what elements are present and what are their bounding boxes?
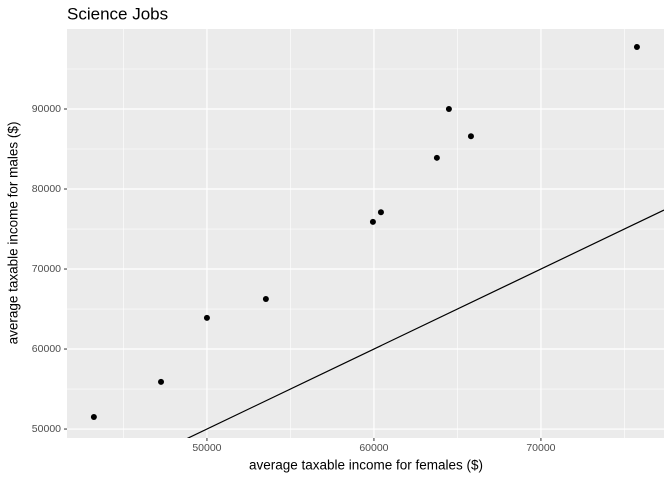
chart-title: Science Jobs <box>67 4 168 23</box>
y-tick-label: 70000 <box>32 263 61 275</box>
point <box>467 133 474 140</box>
point <box>90 414 97 421</box>
x-axis-label: average taxable income for females ($) <box>249 458 483 473</box>
y-tick-label: 50000 <box>32 423 61 435</box>
plot-panel <box>67 29 664 438</box>
point <box>633 44 640 51</box>
point <box>377 209 384 216</box>
point <box>369 218 376 225</box>
x-tick-label: 50000 <box>192 442 221 454</box>
point <box>433 154 440 161</box>
point <box>158 378 165 385</box>
y-tick-label: 90000 <box>32 103 61 115</box>
y-tick-label: 80000 <box>32 183 61 195</box>
point <box>445 106 452 113</box>
reference-line <box>186 209 664 438</box>
y-axis-label: average taxable income for males ($) <box>6 122 21 345</box>
x-tick-label: 70000 <box>526 442 555 454</box>
point <box>203 314 210 321</box>
point <box>262 296 269 303</box>
x-tick-label: 60000 <box>359 442 388 454</box>
y-tick-label: 60000 <box>32 343 61 355</box>
